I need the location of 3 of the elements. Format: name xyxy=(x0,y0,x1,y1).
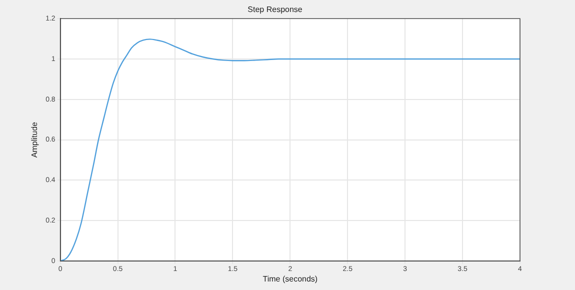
y-axis-title: Amplitude xyxy=(30,121,40,158)
chart-title: Step Response xyxy=(248,5,303,14)
x-axis-title: Time (seconds) xyxy=(262,274,318,284)
